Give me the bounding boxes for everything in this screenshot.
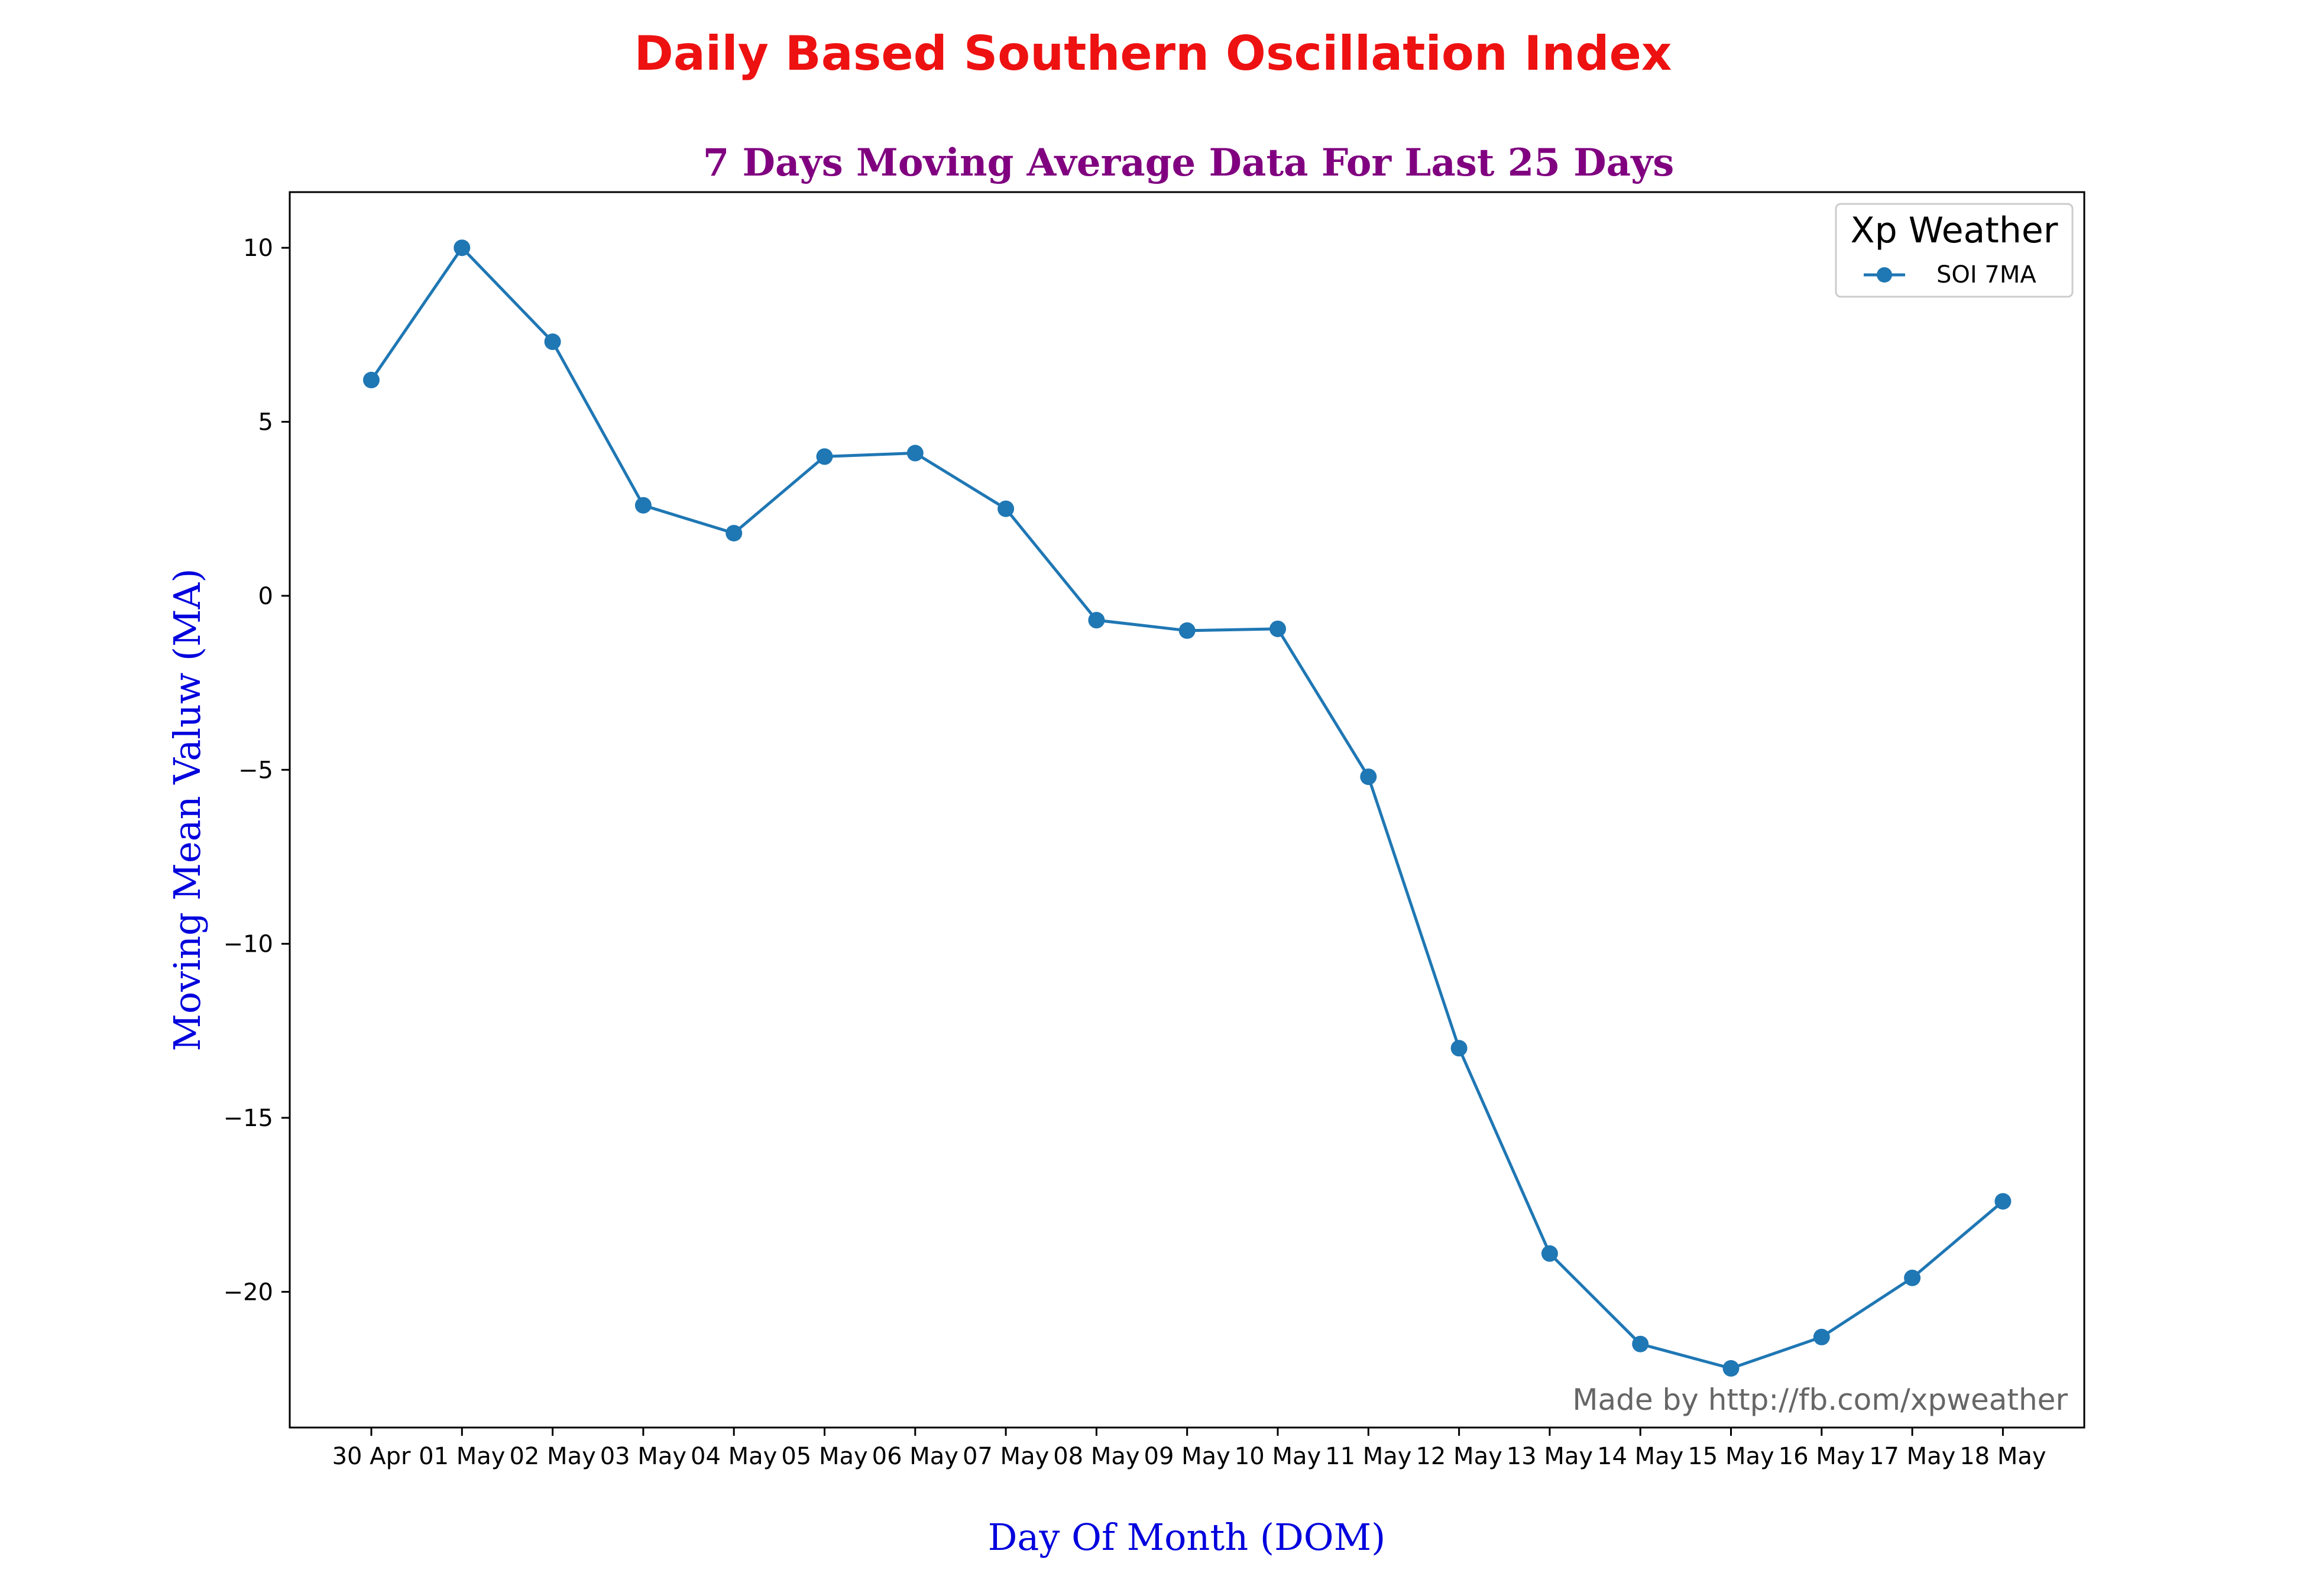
x-tick-label: 30 Apr [332,1443,411,1470]
series-points [363,239,2012,1377]
x-tick-label: 04 May [691,1443,777,1470]
x-axis-label: Day Of Month (DOM) [988,1516,1386,1559]
data-point [1088,612,1105,629]
y-tick-label: −15 [224,1105,273,1132]
watermark-credit: Made by http://fb.com/xpweather [1572,1383,2068,1417]
data-point [363,371,380,388]
x-tick-label: 09 May [1144,1443,1230,1470]
x-axis: 30 Apr 01 May 02 May 03 May 04 May 05 May 06 M… [332,1428,2046,1470]
series-line-soi-7ma [370,245,2004,1370]
plot-area-frame [289,191,2085,1429]
data-point [997,500,1015,517]
data-point [1541,1245,1558,1262]
y-tick-label: −20 [224,1279,273,1306]
data-point [1722,1360,1740,1377]
y-tick-label: 10 [243,235,273,262]
data-point [816,448,833,465]
x-tick-label: 01 May [419,1443,505,1470]
legend-marker-swatch [1877,267,1892,283]
data-point [1360,768,1377,786]
data-point [634,497,652,514]
data-point [1178,622,1196,639]
y-tick-label: 0 [258,583,273,610]
legend-title: Xp Weather [1851,210,2058,251]
data-point [1904,1269,1921,1286]
x-tick-label: 08 May [1053,1443,1139,1470]
x-tick-label: 12 May [1416,1443,1502,1470]
data-point [726,524,743,541]
data-point [1632,1335,1649,1352]
legend: Xp Weather SOI 7MA [1835,203,2074,298]
y-tick-label: −10 [224,931,273,958]
x-tick-label: 11 May [1325,1443,1411,1470]
y-axis: 10 5 0 −5 −10 −15 −20 [224,235,290,1306]
x-tick-label: 17 May [1869,1443,1955,1470]
x-tick-label: 15 May [1688,1443,1774,1470]
legend-entry-soi-7ma: SOI 7MA [1936,261,2036,288]
data-point [1994,1193,2012,1210]
chart-subtitle: 7 Days Moving Average Data For Last 25 D… [703,141,1675,185]
x-tick-label: 03 May [600,1443,686,1470]
x-tick-label: 13 May [1507,1443,1593,1470]
x-tick-label: 06 May [872,1443,958,1470]
x-tick-label: 02 May [509,1443,595,1470]
data-point [454,239,471,257]
y-tick-label: 5 [258,409,273,436]
x-tick-label: 14 May [1597,1443,1683,1470]
y-axis-label: Moving Mean Valuw (MA) [166,569,209,1052]
x-tick-label: 18 May [1960,1443,2046,1470]
y-tick-label: −5 [238,757,273,784]
x-tick-label: 05 May [781,1443,867,1470]
data-point [1450,1040,1468,1057]
data-point [544,333,561,351]
x-tick-label: 16 May [1779,1443,1865,1470]
x-tick-label: 10 May [1235,1443,1321,1470]
data-point [1813,1328,1830,1345]
chart-title: Daily Based Southern Oscillation Index [634,26,1672,81]
data-point [906,445,924,462]
data-point [1269,620,1286,637]
x-tick-label: 07 May [963,1443,1049,1470]
